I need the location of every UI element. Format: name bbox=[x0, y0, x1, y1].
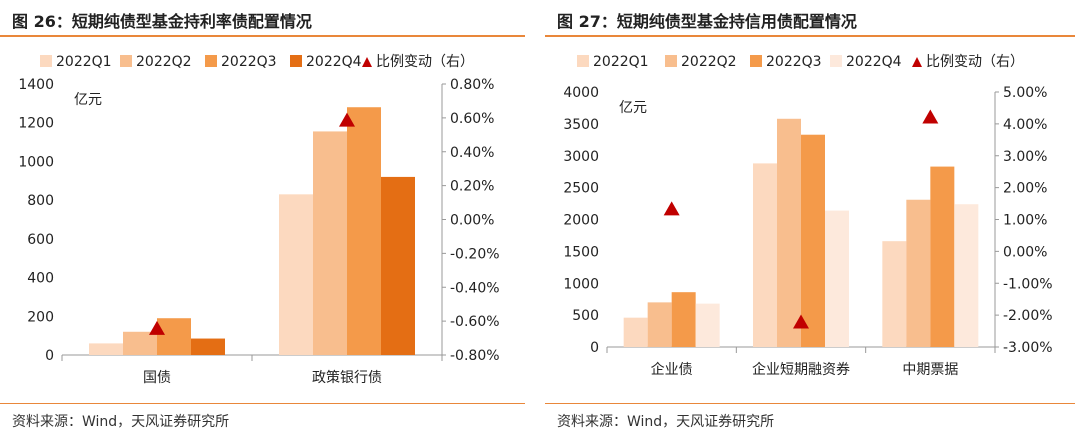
legend-label: 2022Q4 bbox=[846, 54, 902, 70]
bar bbox=[671, 292, 696, 347]
y-tick-label: 4000 bbox=[563, 85, 599, 101]
legend-swatch bbox=[665, 55, 677, 67]
figure-title: 图 26：短期纯债型基金持利率债配置情况 bbox=[12, 12, 312, 31]
bar bbox=[801, 134, 825, 347]
chart-rate-bonds: 2022Q1 2022Q2 2022Q3 2022Q4 比例变动（右） 0 200 400 60… bbox=[18, 54, 500, 386]
legend-swatch bbox=[40, 55, 52, 67]
y-tick-label: 1000 bbox=[563, 276, 599, 292]
y-tick-label: 500 bbox=[572, 308, 599, 324]
legend-swatch bbox=[577, 55, 589, 67]
y2-tick-label: -0.20% bbox=[450, 246, 500, 262]
bar bbox=[825, 210, 849, 347]
ratio-marker bbox=[149, 320, 165, 335]
legend-label: 2022Q2 bbox=[136, 54, 192, 70]
y-unit-label: 亿元 bbox=[74, 92, 102, 108]
y-tick-label: 400 bbox=[27, 271, 54, 287]
x-category-label: 企业短期融资券 bbox=[752, 361, 850, 378]
y2-tick-label: 5.00% bbox=[1003, 85, 1047, 101]
chart-credit-bonds: 2022Q1 2022Q2 2022Q3 2022Q4 比例变动（右） 0 500 1000 1… bbox=[563, 54, 1053, 378]
legend-swatch bbox=[750, 55, 762, 67]
bar bbox=[906, 199, 931, 347]
y2-tick-label: 0.00% bbox=[1003, 244, 1047, 260]
legend-swatch bbox=[205, 55, 217, 67]
y-tick-label: 800 bbox=[27, 193, 54, 209]
bar bbox=[777, 118, 801, 348]
y-tick-label: 600 bbox=[27, 232, 54, 248]
bar bbox=[954, 204, 979, 347]
x-category-label: 国债 bbox=[143, 370, 171, 386]
ratio-marker bbox=[339, 112, 355, 127]
y-tick-label: 200 bbox=[27, 309, 54, 325]
y2-tick-label: 0.40% bbox=[450, 145, 494, 161]
y-tick-label: 0 bbox=[45, 348, 54, 364]
y-tick-label: 1500 bbox=[563, 244, 599, 260]
y-tick-label: 1400 bbox=[18, 77, 54, 93]
bar bbox=[89, 343, 123, 355]
figure-27-panel: 图 27：短期纯债型基金持信用债配置情况 2022Q1 2022Q2 2022Q3 2… bbox=[545, 0, 1080, 437]
legend-label: 比例变动（右） bbox=[926, 54, 1024, 70]
bar bbox=[347, 107, 381, 355]
legend-label: 2022Q4 bbox=[306, 54, 362, 70]
source-note: 资料来源：Wind，天风证券研究所 bbox=[12, 414, 230, 430]
y2-tick-label: 1.00% bbox=[1003, 213, 1047, 229]
legend-label: 2022Q3 bbox=[766, 54, 822, 70]
legend-label: 2022Q2 bbox=[681, 54, 737, 70]
y2-tick-label: 0.60% bbox=[450, 111, 494, 127]
y2-tick-label: -2.00% bbox=[1003, 308, 1053, 324]
y2-tick-label: 0.80% bbox=[450, 77, 494, 93]
y2-tick-label: -3.00% bbox=[1003, 340, 1053, 356]
y2-tick-label: -1.00% bbox=[1003, 276, 1053, 292]
y2-tick-label: 3.00% bbox=[1003, 149, 1047, 165]
bar bbox=[381, 176, 415, 355]
y2-tick-label: 2.00% bbox=[1003, 181, 1047, 197]
y2-tick-label: -0.40% bbox=[450, 280, 500, 296]
bar bbox=[695, 303, 720, 347]
y-tick-label: 3000 bbox=[563, 149, 599, 165]
x-category-label: 中期票据 bbox=[902, 362, 958, 378]
bar bbox=[882, 241, 907, 347]
source-rule bbox=[545, 403, 1075, 404]
legend-label: 2022Q3 bbox=[221, 54, 277, 70]
y2-tick-label: 0.00% bbox=[450, 213, 494, 229]
legend-triangle-marker bbox=[912, 57, 922, 67]
bar bbox=[930, 166, 955, 347]
figure-title: 图 27：短期纯债型基金持信用债配置情况 bbox=[557, 12, 857, 31]
bar bbox=[647, 302, 672, 347]
y-unit-label: 亿元 bbox=[619, 100, 647, 116]
legend-swatch bbox=[290, 55, 302, 67]
ratio-marker bbox=[922, 109, 939, 124]
x-category-label: 政策银行债 bbox=[312, 369, 382, 386]
title-rule bbox=[545, 35, 1075, 37]
legend-swatch bbox=[830, 55, 842, 67]
bar bbox=[623, 317, 648, 347]
x-category-label: 企业债 bbox=[651, 361, 693, 378]
bar bbox=[279, 194, 313, 355]
y2-tick-label: 0.20% bbox=[450, 179, 494, 195]
source-note: 资料来源：Wind，天风证券研究所 bbox=[557, 414, 775, 430]
y-tick-label: 1200 bbox=[18, 116, 54, 132]
y-tick-label: 3500 bbox=[563, 117, 599, 133]
bar bbox=[753, 163, 777, 347]
y2-tick-label: 4.00% bbox=[1003, 117, 1047, 133]
ratio-marker bbox=[663, 201, 680, 216]
bar bbox=[157, 318, 191, 355]
legend-triangle-marker bbox=[362, 57, 372, 67]
bar bbox=[123, 331, 157, 355]
bar bbox=[313, 131, 347, 355]
y2-tick-label: -0.80% bbox=[450, 348, 500, 364]
y-tick-label: 0 bbox=[590, 340, 599, 356]
y2-tick-label: -0.60% bbox=[450, 314, 500, 330]
legend-swatch bbox=[120, 55, 132, 67]
title-rule bbox=[0, 35, 525, 37]
source-rule bbox=[0, 403, 525, 404]
figure-26-panel: 图 26：短期纯债型基金持利率债配置情况 2022Q1 2022Q2 2022Q3 2… bbox=[0, 0, 530, 437]
y-tick-label: 1000 bbox=[18, 154, 54, 170]
y-tick-label: 2000 bbox=[563, 213, 599, 229]
legend-label: 2022Q1 bbox=[56, 54, 112, 70]
legend-label: 比例变动（右） bbox=[376, 54, 474, 70]
legend-label: 2022Q1 bbox=[593, 54, 649, 70]
bar bbox=[191, 338, 225, 355]
ratio-marker bbox=[793, 314, 809, 329]
y-tick-label: 2500 bbox=[563, 181, 599, 197]
